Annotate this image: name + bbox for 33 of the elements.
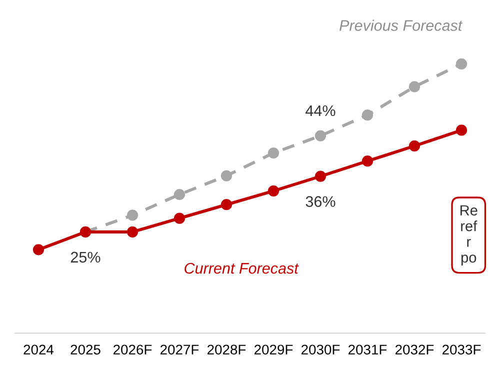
x-tick-label: 2030F [302, 344, 340, 355]
point [268, 185, 280, 197]
x-tick-label: 2031F [348, 344, 387, 355]
point [362, 156, 374, 167]
point [362, 110, 374, 121]
point [32, 244, 44, 256]
point [174, 212, 186, 224]
x-tick-label: 2025 [70, 344, 100, 355]
point [268, 147, 280, 159]
point [408, 81, 420, 92]
x-tick-label: 2024 [24, 344, 54, 355]
data-label: 44% [306, 105, 336, 116]
x-tick-label: 2028F [208, 344, 246, 355]
data-label: 36% [306, 196, 336, 207]
x-tick-label: 2032F [396, 344, 434, 355]
point [174, 188, 186, 200]
text: Current Forecast [184, 262, 299, 274]
point [220, 199, 232, 210]
data-label: 25% [70, 252, 100, 263]
point [314, 130, 326, 142]
x-tick-label: 2029F [254, 344, 293, 355]
series-label: Previous Forecast [340, 20, 463, 31]
point [126, 210, 138, 221]
point [126, 226, 138, 238]
point [220, 170, 232, 182]
x-tick-label: 2026F [114, 344, 152, 355]
annotation: Re ref r po [460, 205, 478, 266]
point [456, 58, 468, 70]
point [314, 170, 326, 182]
point [408, 140, 420, 152]
x-tick-label: 2027F [160, 344, 199, 355]
x-tick-label: 2033F [442, 344, 481, 355]
point [456, 124, 468, 136]
